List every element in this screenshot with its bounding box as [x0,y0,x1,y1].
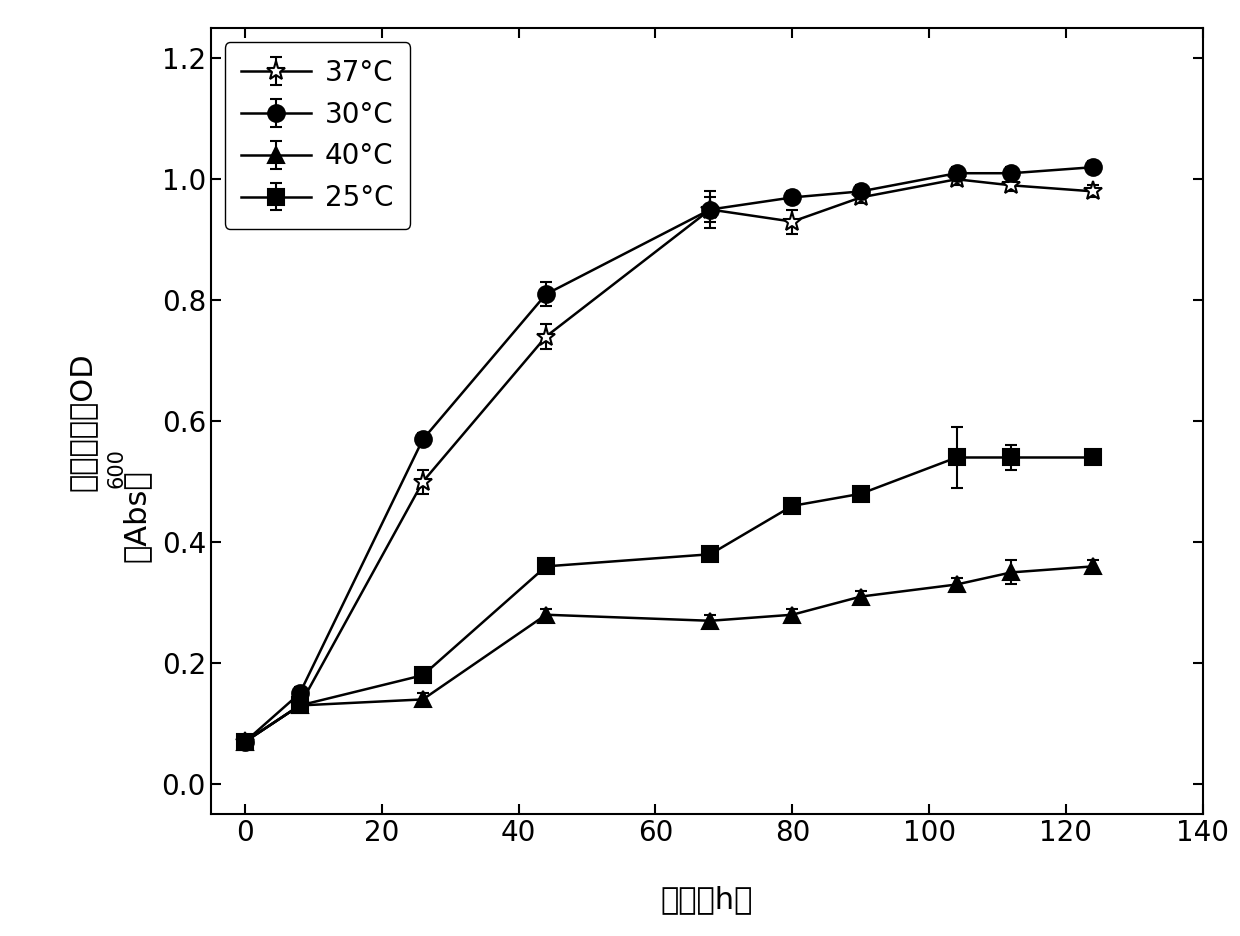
Legend: 37°C, 30°C, 40°C, 25°C: 37°C, 30°C, 40°C, 25°C [224,42,410,229]
Text: 吸光度值（OD: 吸光度值（OD [67,352,97,490]
Text: 600: 600 [107,448,126,489]
Text: 时间（h）: 时间（h） [661,885,753,914]
Text: ：Abs）: ：Abs） [122,469,151,562]
